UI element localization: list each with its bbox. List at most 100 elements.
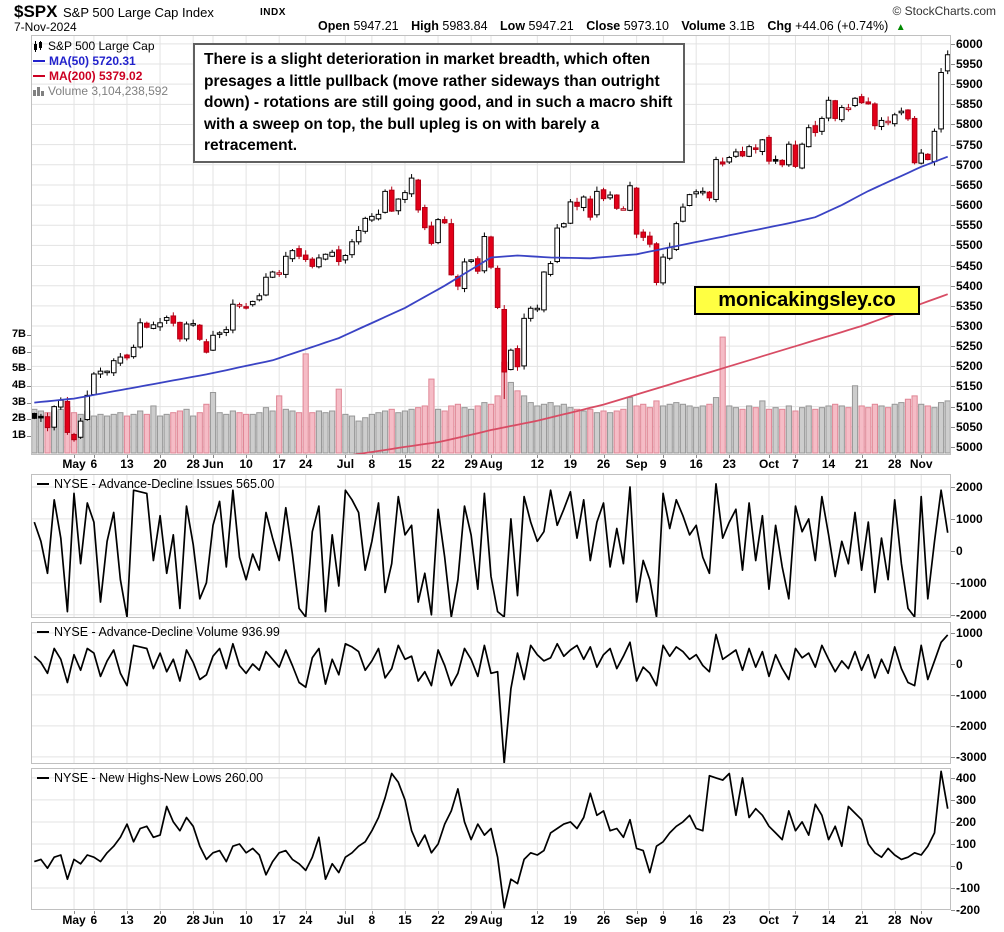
axis-tick [951,694,955,696]
axis-tick [93,455,95,458]
high-value: 5983.84 [442,19,488,33]
axis-tick [894,911,896,914]
candlestick-icon [34,40,42,52]
axis-tick [213,911,214,914]
ad-issues-panel-line [33,482,949,618]
volume-axis-label: 1B [11,429,26,442]
volume-axis-label: 6B [11,345,26,358]
price-axis-label: 5600 [956,198,983,213]
x-axis-label: 29 [464,913,478,927]
axis-tick [951,184,955,186]
ad-volume-panel-axis-label: -3000 [956,749,987,764]
x-axis-label: 21 [854,913,869,927]
price-axis-label: 5650 [956,177,983,192]
x-axis-label: 19 [563,913,578,927]
x-axis-label: 20 [153,457,167,471]
axis-tick [951,144,955,146]
axis-tick [951,245,955,247]
symbol: $SPX [14,2,58,21]
highs-lows-panel-axis-label: -200 [956,903,981,917]
panel-title-ad-volume: NYSE - Advance-Decline Volume 936.99 [37,625,280,639]
price-axis-label: 5000 [956,439,983,454]
x-axis-label: 15 [398,913,412,927]
ad-issues-panel-svg [31,474,951,618]
close-value: 5973.10 [623,19,669,33]
x-axis-label: 28 [186,457,200,471]
axis-tick [861,911,863,914]
low-label: Low [500,19,526,33]
axis-tick [951,777,955,779]
axis-tick [951,84,955,86]
ad-volume-panel-svg [31,622,951,764]
axis-tick [345,455,347,458]
axis-tick [27,419,31,421]
axis-tick [74,455,76,458]
axis-tick [27,402,31,404]
x-axis-label: 26 [596,457,611,471]
axis-tick [345,911,347,914]
x-axis-label: 16 [689,913,703,927]
ad-volume-panel-axis-label: -2000 [956,718,987,733]
axis-tick [951,326,955,328]
panel3-value: 260.00 [224,771,264,785]
axis-tick [570,455,572,458]
index-name: S&P 500 Large Cap Index [63,5,214,20]
price-axis-label: 5400 [956,278,983,293]
axis-tick [404,455,406,458]
axis-tick [951,64,955,66]
legend-ma200: MA(200) 5379.02 [33,69,142,83]
legend-ma200-label: MA(200) 5379.02 [49,69,143,83]
x-axis-label: 12 [530,457,545,471]
axis-tick [951,164,955,166]
volume-axis-label: 5B [11,362,26,374]
axis-tick [279,911,281,914]
x-axis-label: 14 [821,457,836,471]
x-axis-label: Nov [909,457,933,471]
axis-tick [951,346,955,348]
x-axis-label: 26 [596,913,611,927]
x-axis-label: 19 [563,457,578,471]
highs-lows-panel-svg [31,768,951,910]
volume-bars-icon [33,87,44,96]
open-label: Open [318,19,350,33]
volume-label: Volume [681,19,726,33]
x-axis-label: 7 [792,913,799,927]
low-value: 5947.21 [528,19,574,33]
panel2-label: NYSE - Advance-Decline Volume [54,625,239,639]
ad-issues-panel-axis-label: 0 [956,543,963,558]
ma50-line-swatch [33,60,45,62]
highs-lows-panel-axis-label: 400 [956,770,977,785]
x-axis-label: 14 [821,913,836,927]
axis-tick [160,911,162,914]
axis-tick [537,455,539,458]
ad-volume-panel-axis-label: 1000 [956,625,983,640]
axis-tick [951,518,955,520]
axis-tick [696,911,698,914]
axis-tick [951,550,955,552]
volume-axis-label: 4B [11,378,26,391]
x-axis-label: Oct [758,457,779,471]
volume-axis-label: 7B [11,328,26,341]
axis-tick [828,455,830,458]
axis-tick [768,911,770,914]
price-axis-label: 5750 [956,137,983,152]
axis-tick [438,455,440,458]
x-axis-label: 22 [431,457,445,471]
axis-tick [74,911,76,914]
x-axis-label: 22 [431,913,445,927]
watermark: monicakingsley.co [694,286,920,315]
price-axis-label: 5900 [956,77,983,92]
axis-tick [636,911,638,914]
ad-issues-panel-axis-label: -2000 [956,607,987,622]
axis-tick [951,865,955,867]
ad-issues-panel-axis-label: -1000 [956,575,987,590]
axis-tick [126,911,128,914]
x-axis-label: 9 [659,457,667,471]
axis-tick [951,285,955,287]
price-axis-label: 5450 [956,258,983,273]
axis-tick [471,455,473,458]
price-axis-label: 5300 [956,319,983,334]
axis-tick [921,455,923,458]
x-axis-label: 10 [239,913,253,927]
x-axis-label: 17 [272,913,286,927]
